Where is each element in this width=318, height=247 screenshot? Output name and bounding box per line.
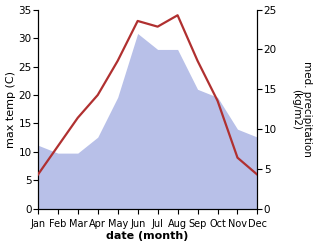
Y-axis label: med. precipitation
(kg/m2): med. precipitation (kg/m2) [291,61,313,157]
X-axis label: date (month): date (month) [107,231,189,242]
Y-axis label: max temp (C): max temp (C) [5,71,16,148]
